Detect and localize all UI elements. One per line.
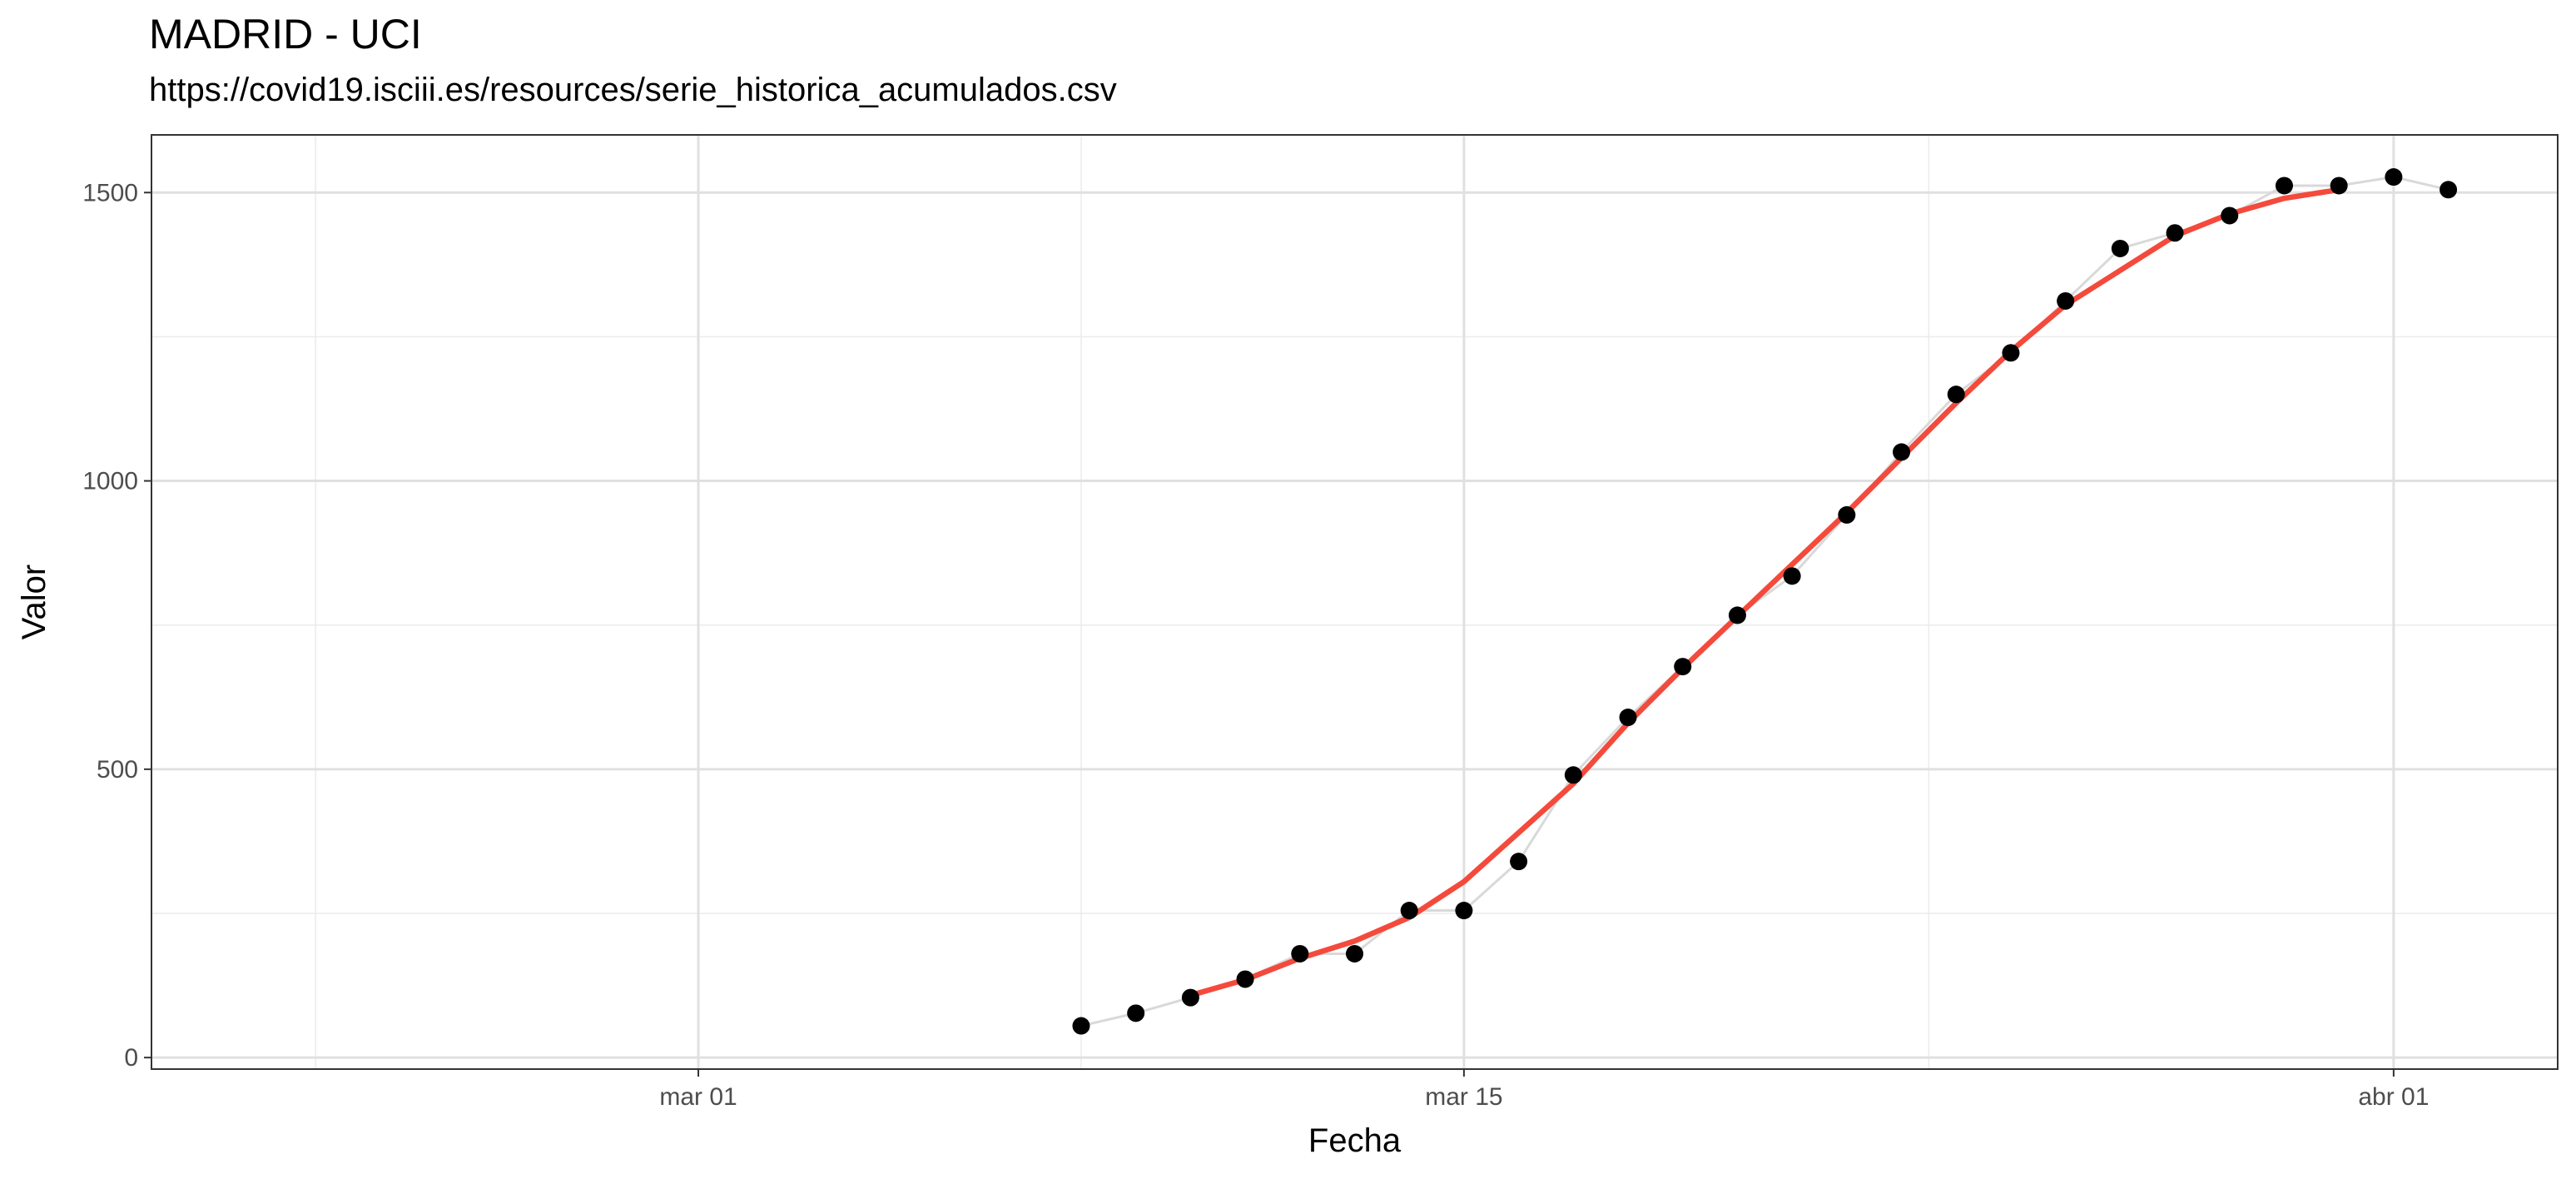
y-tick-label: 1000 xyxy=(82,468,138,495)
panel-border xyxy=(151,134,2559,1070)
data-point xyxy=(2221,206,2239,225)
y-tick-label: 500 xyxy=(97,756,138,784)
data-point xyxy=(1564,766,1582,784)
data-point xyxy=(2166,224,2184,242)
data-point xyxy=(2002,344,2020,362)
series-connector-line xyxy=(1080,176,2449,1027)
data-point xyxy=(1400,902,1418,920)
chart-title: MADRID - UCI xyxy=(149,11,422,57)
data-point xyxy=(1072,1017,1090,1035)
data-point xyxy=(2440,181,2458,199)
y-tick-label: 1500 xyxy=(82,179,138,206)
data-point xyxy=(2111,239,2129,257)
data-point xyxy=(1291,944,1309,963)
data-point xyxy=(1455,902,1473,920)
data-point xyxy=(1619,709,1637,727)
y-axis-title: Valor xyxy=(16,565,52,639)
data-point xyxy=(2057,291,2075,310)
x-axis-title: Fecha xyxy=(1308,1122,1402,1159)
data-point xyxy=(1236,970,1254,988)
data-point xyxy=(1947,386,1965,404)
data-point xyxy=(1127,1004,1145,1022)
x-tick-label: mar 15 xyxy=(1425,1083,1502,1111)
x-tick-label: mar 01 xyxy=(659,1083,737,1111)
data-point xyxy=(1893,443,1911,461)
y-tick-label: 0 xyxy=(124,1044,138,1072)
data-point xyxy=(1510,853,1528,871)
data-point xyxy=(2330,177,2348,195)
data-point xyxy=(1346,944,1363,963)
data-point xyxy=(1838,505,1856,524)
data-point xyxy=(1181,988,1199,1007)
data-point xyxy=(2275,177,2293,195)
chart-subtitle: https://covid19.isciii.es/resources/seri… xyxy=(149,72,1117,108)
x-tick-label: abr 01 xyxy=(2358,1083,2429,1111)
data-point xyxy=(1728,606,1746,624)
data-point xyxy=(1674,658,1692,676)
data-point xyxy=(1783,567,1801,585)
smooth-trend-line xyxy=(1189,187,2340,998)
data-point xyxy=(2385,168,2403,187)
